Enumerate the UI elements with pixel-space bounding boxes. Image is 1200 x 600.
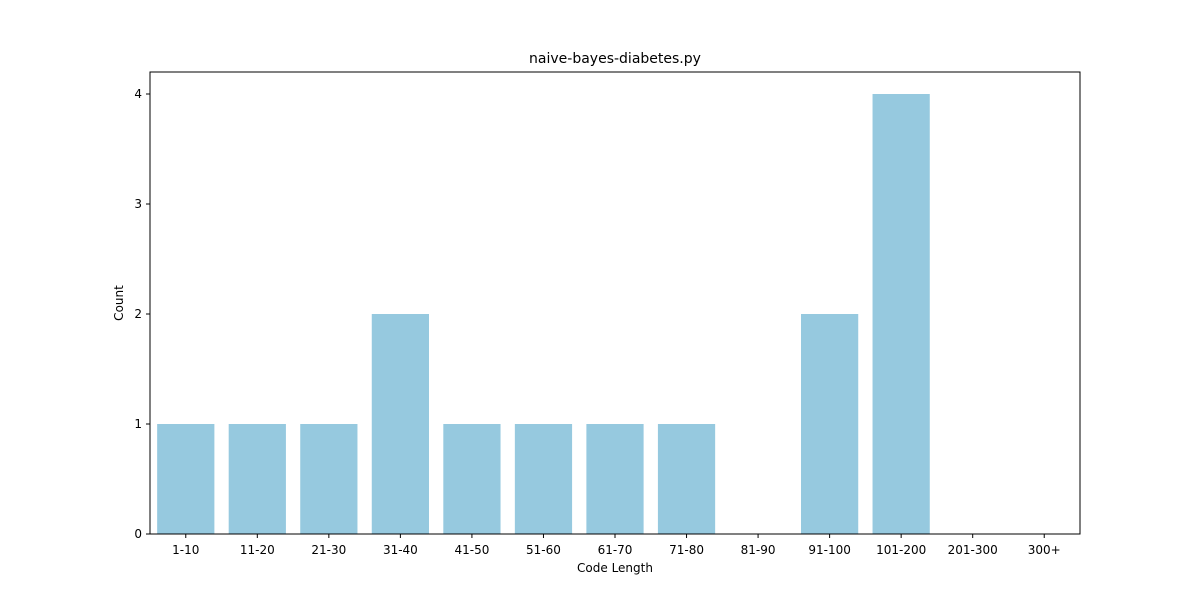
y-tick-label: 1 xyxy=(134,417,142,431)
x-tick-label: 71-80 xyxy=(669,543,704,557)
x-tick-label: 81-90 xyxy=(741,543,776,557)
x-tick-label: 11-20 xyxy=(240,543,275,557)
y-axis: 0 1 2 3 4 xyxy=(134,87,150,541)
bar-31-40 xyxy=(371,314,429,534)
bar-11-20 xyxy=(228,424,286,534)
x-tick-label: 21-30 xyxy=(311,543,346,557)
x-axis: 1-10 11-20 21-30 31-40 41-50 51-60 61-70 71-80 8… xyxy=(172,534,1061,557)
x-axis-label: Code Length xyxy=(577,561,653,575)
bar-61-70 xyxy=(586,424,644,534)
x-tick-label: 1-10 xyxy=(172,543,199,557)
bar-1-10 xyxy=(157,424,215,534)
x-tick-label: 201-300 xyxy=(948,543,998,557)
bar-41-50 xyxy=(443,424,501,534)
y-tick-label: 4 xyxy=(134,87,142,101)
x-tick-label: 91-100 xyxy=(808,543,851,557)
x-tick-label: 51-60 xyxy=(526,543,561,557)
x-tick-label: 61-70 xyxy=(598,543,633,557)
x-tick-label: 31-40 xyxy=(383,543,418,557)
bar-91-100 xyxy=(801,314,859,534)
x-tick-label: 41-50 xyxy=(454,543,489,557)
y-tick-label: 3 xyxy=(134,197,142,211)
bar-71-80 xyxy=(657,424,716,534)
y-tick-label: 2 xyxy=(134,307,142,321)
x-tick-label: 101-200 xyxy=(876,543,926,557)
chart-title: naive-bayes-diabetes.py xyxy=(529,51,701,67)
bars-layer xyxy=(157,94,930,534)
y-axis-label: Count xyxy=(112,285,126,321)
bar-101-200 xyxy=(872,94,930,534)
bar-51-60 xyxy=(514,424,573,534)
x-tick-label: 300+ xyxy=(1028,543,1061,557)
y-tick-label: 0 xyxy=(134,527,142,541)
bar-21-30 xyxy=(300,424,358,534)
